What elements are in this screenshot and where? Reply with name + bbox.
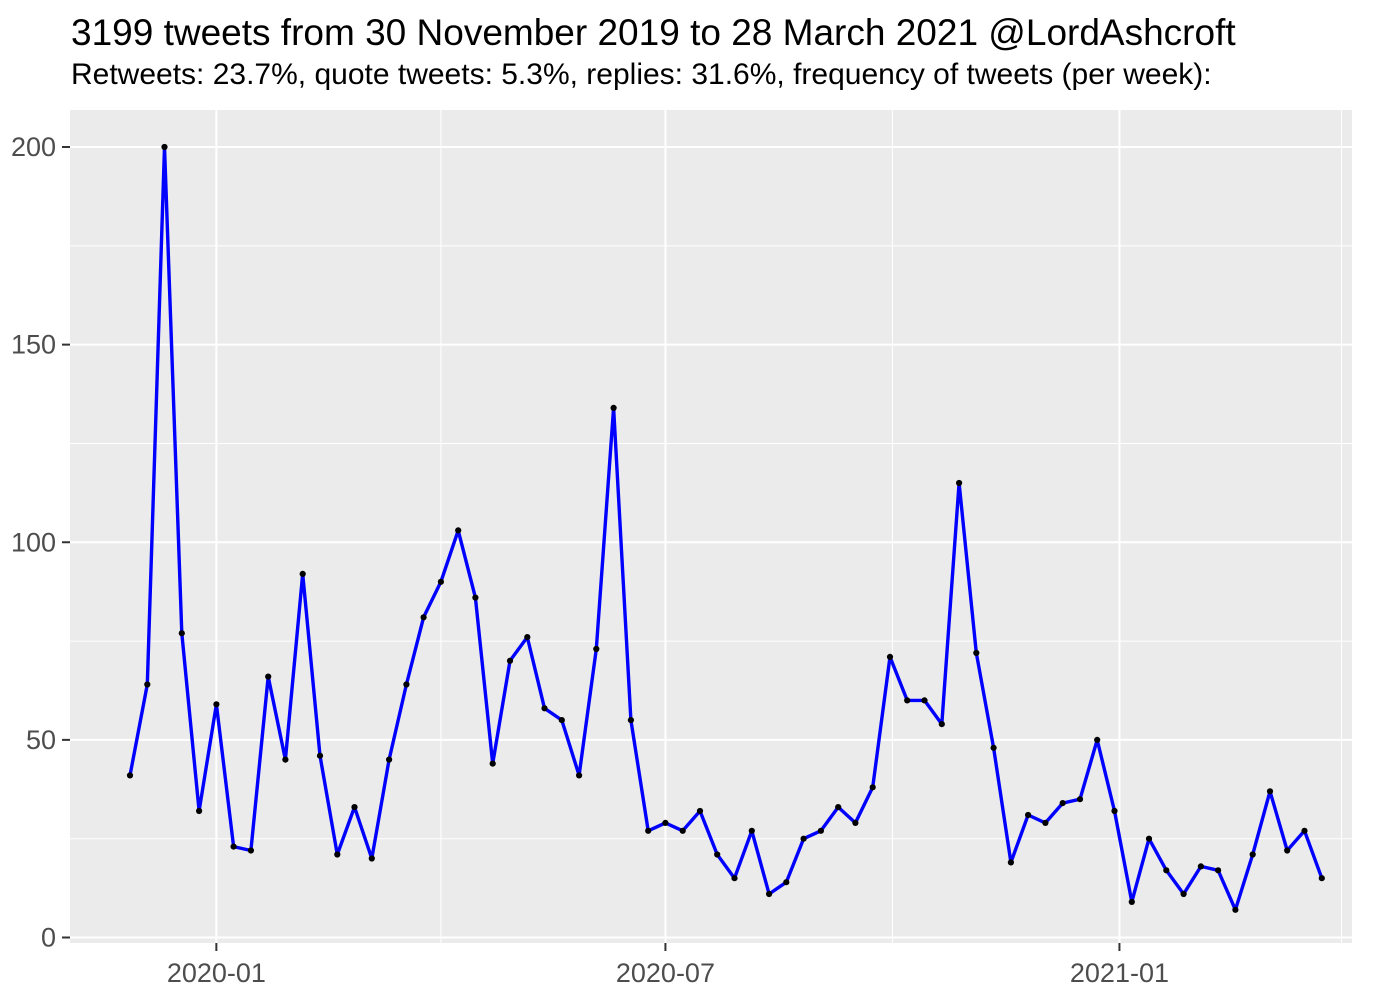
axes: 0 50 100 150 200 2020-01 2020-07 2021-01 — [11, 132, 1169, 988]
frequency-line — [128, 145, 1324, 912]
data-point — [956, 479, 963, 487]
y-axis-label: 0 — [41, 923, 56, 953]
data-point — [368, 855, 375, 862]
data-point — [1232, 906, 1239, 913]
data-point — [1042, 819, 1049, 827]
data-point — [1007, 859, 1015, 866]
data-point — [265, 673, 272, 680]
data-point — [386, 756, 393, 763]
data-point — [351, 804, 358, 811]
data-point — [196, 807, 203, 815]
data-point — [852, 819, 859, 827]
y-axis-label: 150 — [11, 330, 56, 360]
data-point — [541, 705, 548, 712]
data-point — [161, 143, 168, 151]
x-axis-label: 2021-01 — [1070, 958, 1169, 988]
data-point — [524, 634, 531, 641]
data-point — [1076, 796, 1084, 803]
data-point — [869, 784, 876, 791]
chart-subtitle: Retweets: 23.7%, quote tweets: 5.3%, rep… — [71, 58, 1212, 91]
data-point — [472, 594, 479, 601]
data-point — [1145, 835, 1153, 842]
data-point — [1163, 867, 1170, 874]
data-point — [645, 827, 652, 834]
y-axis-label: 100 — [11, 527, 56, 557]
data-point — [783, 879, 790, 886]
data-point — [1059, 800, 1066, 807]
data-point — [886, 653, 894, 661]
x-axis-label: 2020-01 — [167, 958, 266, 988]
data-point — [938, 721, 945, 728]
data-points — [126, 143, 1325, 913]
x-axis-label: 2020-07 — [616, 958, 715, 988]
data-point — [1180, 890, 1187, 898]
data-point — [506, 657, 514, 664]
data-point — [316, 752, 324, 759]
data-point — [437, 578, 444, 585]
panel-grid — [70, 110, 1352, 943]
data-point — [1197, 863, 1204, 870]
data-point — [144, 681, 151, 688]
data-point — [455, 527, 462, 534]
y-axis-label: 50 — [26, 725, 56, 755]
data-point — [627, 717, 635, 724]
data-point — [731, 875, 738, 882]
data-point — [213, 701, 220, 708]
data-point — [835, 804, 842, 811]
data-point — [1266, 788, 1274, 795]
plot-panel — [70, 110, 1352, 943]
data-point — [990, 744, 997, 751]
data-point — [904, 697, 911, 704]
data-point — [247, 847, 254, 854]
data-point — [1128, 898, 1135, 906]
data-point — [696, 807, 704, 815]
data-point — [748, 827, 755, 834]
data-point — [420, 614, 427, 621]
data-point — [1111, 807, 1118, 815]
data-point — [230, 843, 237, 850]
data-point — [973, 649, 980, 657]
data-point — [178, 630, 185, 637]
data-point — [679, 827, 686, 834]
data-point — [1249, 851, 1256, 858]
data-point — [610, 404, 617, 411]
data-point — [1284, 847, 1291, 854]
data-point — [766, 890, 773, 898]
y-axis-label: 200 — [11, 132, 56, 162]
data-point — [576, 772, 583, 779]
data-point — [282, 756, 289, 763]
chart-title: 3199 tweets from 30 November 2019 to 28 … — [71, 12, 1236, 53]
data-point — [126, 772, 134, 779]
data-point — [1094, 736, 1101, 744]
data-point — [1301, 827, 1308, 834]
data-point — [1025, 811, 1032, 819]
data-point — [714, 851, 721, 858]
data-point — [593, 645, 600, 653]
data-point — [489, 760, 496, 767]
data-point — [662, 819, 669, 827]
data-point — [817, 827, 825, 834]
data-point — [921, 697, 928, 704]
data-point — [800, 835, 807, 842]
data-point — [558, 717, 565, 724]
data-point — [1318, 875, 1325, 882]
data-point — [299, 570, 306, 578]
data-point — [334, 851, 341, 858]
data-point — [1215, 867, 1222, 874]
data-point — [403, 681, 410, 688]
